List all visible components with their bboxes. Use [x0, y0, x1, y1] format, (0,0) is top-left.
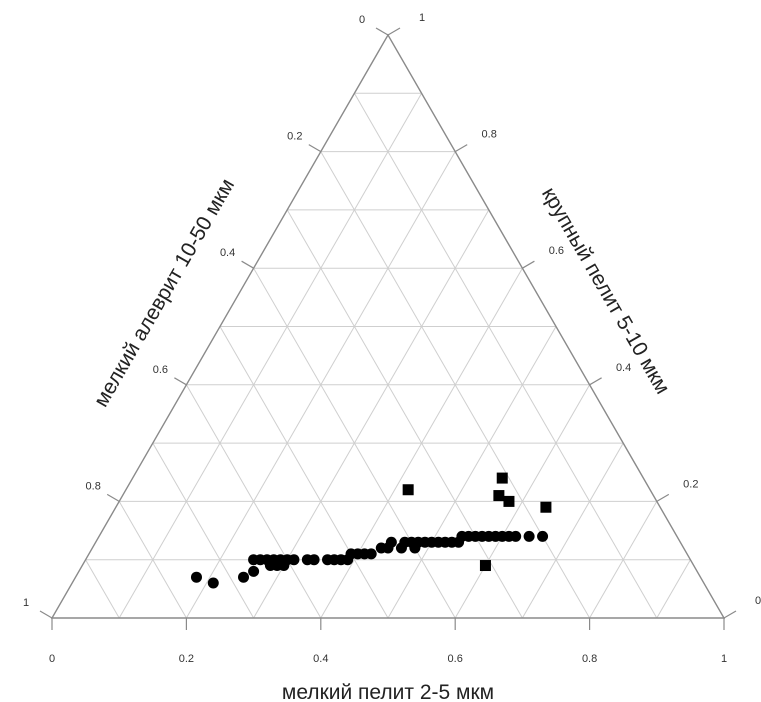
- grid-line: [454, 384, 591, 619]
- left-tick-label: 0.4: [220, 247, 235, 259]
- left-tick-label: 1: [23, 597, 29, 609]
- grid-line: [656, 559, 691, 619]
- data-point-circle: [238, 571, 250, 583]
- left-tick: [174, 377, 187, 386]
- right-tick: [522, 260, 535, 269]
- left-tick: [106, 493, 120, 502]
- right-tick-label: 0.8: [482, 129, 497, 141]
- data-point-square: [402, 484, 414, 496]
- data-point-square: [540, 501, 552, 513]
- data-point-circle: [207, 577, 219, 589]
- data-point-square: [493, 490, 505, 502]
- grid-line: [286, 209, 523, 619]
- data-point-circle: [365, 548, 377, 560]
- grid-line: [152, 442, 255, 619]
- bottom-tick-label: 0.8: [582, 653, 597, 665]
- left-tick-label: 0.6: [153, 364, 168, 376]
- left-tick: [241, 260, 254, 269]
- left-tick: [39, 610, 53, 619]
- bottom-tick-label: 0: [49, 653, 55, 665]
- data-point-square: [479, 560, 491, 572]
- data-point-square: [503, 495, 515, 507]
- left-tick-label: 0: [359, 14, 365, 26]
- data-point-circle: [288, 554, 300, 566]
- right-tick: [656, 493, 670, 502]
- right-tick-label: 0.2: [683, 478, 698, 490]
- triangle-frame: [50, 33, 726, 619]
- right-axis-title: крупный пелит 5-10 мкм: [537, 183, 674, 398]
- grid-line: [118, 93, 423, 619]
- data-point-circle: [248, 565, 260, 577]
- data-point-circle: [190, 571, 202, 583]
- grid-line: [118, 501, 187, 619]
- bottom-tick-label: 0.6: [448, 653, 463, 665]
- data-point-circle: [385, 536, 397, 548]
- right-tick: [454, 144, 468, 153]
- grid-line: [85, 559, 120, 619]
- grid-line: [185, 384, 322, 619]
- left-tick-label: 0.8: [86, 480, 101, 492]
- right-tick: [723, 610, 737, 619]
- data-point-circle: [510, 530, 522, 542]
- data-points: [190, 472, 552, 589]
- grid-line: [219, 326, 389, 619]
- data-point-circle: [523, 530, 535, 542]
- right-tick-label: 1: [419, 12, 425, 24]
- grid-line: [589, 501, 658, 619]
- right-tick-label: 0: [755, 595, 761, 607]
- bottom-tick-label: 0.2: [179, 653, 194, 665]
- left-tick-label: 0.2: [287, 131, 302, 143]
- grid-line: [521, 442, 624, 619]
- grid-line: [253, 209, 490, 619]
- bottom-tick-label: 1: [721, 653, 727, 665]
- right-tick-label: 0.6: [549, 245, 564, 257]
- left-tick: [308, 144, 322, 153]
- data-point-circle: [308, 554, 320, 566]
- tick-labels: 0 0.2 0.4 0.6 0.8 1 1 0.8 0.6 0.4 0.2 0 1 0.8 0.6 0.4 0.…: [23, 12, 761, 665]
- data-point-square: [496, 472, 508, 484]
- left-tick: [375, 27, 389, 36]
- right-tick: [387, 27, 401, 36]
- bottom-axis-title: мелкий пелит 2-5 мкм: [282, 681, 494, 702]
- right-tick-label: 0.4: [616, 362, 631, 374]
- grid-lines: [85, 92, 691, 619]
- right-tick: [589, 377, 602, 386]
- tick-marks: [39, 27, 737, 630]
- grid-line: [353, 93, 658, 619]
- data-point-circle: [537, 530, 549, 542]
- bottom-tick-label: 0.4: [313, 653, 328, 665]
- grid-line: [387, 326, 557, 619]
